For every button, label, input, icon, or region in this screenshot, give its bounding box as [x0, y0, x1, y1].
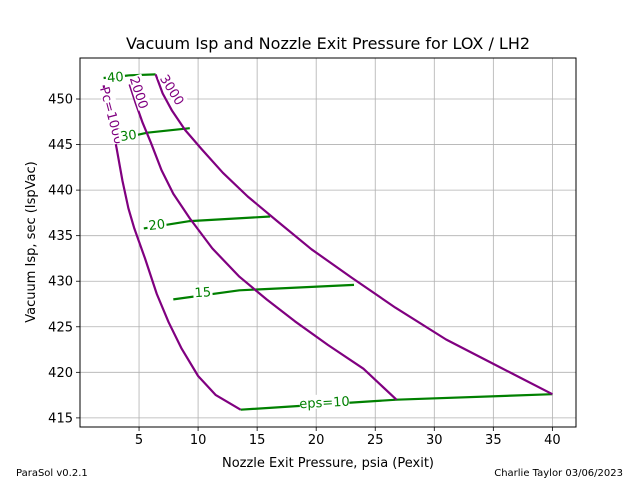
x-axis-label: Nozzle Exit Pressure, psia (Pexit)	[222, 456, 434, 471]
series-label: 30	[119, 128, 137, 145]
y-tick-label: 450	[48, 93, 73, 108]
label-background	[157, 71, 188, 108]
series-label: eps=10	[299, 395, 350, 413]
x-tick-label: 5	[135, 433, 143, 448]
x-tick-label: 10	[190, 433, 207, 448]
x-tick-label: 15	[249, 433, 266, 448]
pc-line-2000	[128, 84, 398, 401]
plot-frame	[79, 57, 577, 428]
y-tick-label: 435	[48, 229, 73, 244]
pc-line-3000	[154, 74, 553, 396]
y-tick-label: 440	[48, 184, 73, 199]
axis-ticks: 5 10 15 20 25 30 35 40 415 420 425 430 435 440 445 450	[48, 93, 560, 449]
series-label-group: 40	[105, 68, 126, 86]
y-tick-label: 445	[48, 138, 73, 153]
x-tick-label: 35	[485, 433, 502, 448]
label-background	[146, 215, 168, 232]
x-tick-label: 30	[426, 433, 443, 448]
label-background	[127, 73, 152, 111]
series-label-group: 30	[117, 126, 139, 145]
series-label-group: 20	[146, 215, 168, 234]
label-background	[299, 393, 350, 410]
y-tick-label: 425	[48, 320, 73, 335]
y-tick-label: 415	[48, 411, 73, 426]
grid	[80, 58, 576, 427]
y-axis-label: Vacuum Isp, sec (IspVac)	[24, 161, 39, 322]
x-tick-label: 25	[367, 433, 384, 448]
label-background	[117, 126, 139, 143]
x-tick-label: 20	[308, 433, 325, 448]
series-label: 20	[148, 217, 166, 234]
label-background	[105, 68, 126, 84]
footer-version: ParaSol v0.2.1	[16, 468, 88, 479]
series-label-group: eps=10	[299, 393, 350, 412]
x-tick-label: 40	[544, 433, 561, 448]
footer-author-date: Charlie Taylor 03/06/2023	[494, 468, 623, 479]
series-label-group: 15	[192, 283, 213, 301]
label-background	[192, 283, 213, 299]
y-tick-label: 430	[48, 275, 73, 290]
series-label: 40	[107, 70, 125, 86]
y-tick-label: 420	[48, 366, 73, 381]
series-label: 15	[194, 285, 212, 301]
chart-title: Vacuum Isp and Nozzle Exit Pressure for …	[126, 34, 530, 53]
